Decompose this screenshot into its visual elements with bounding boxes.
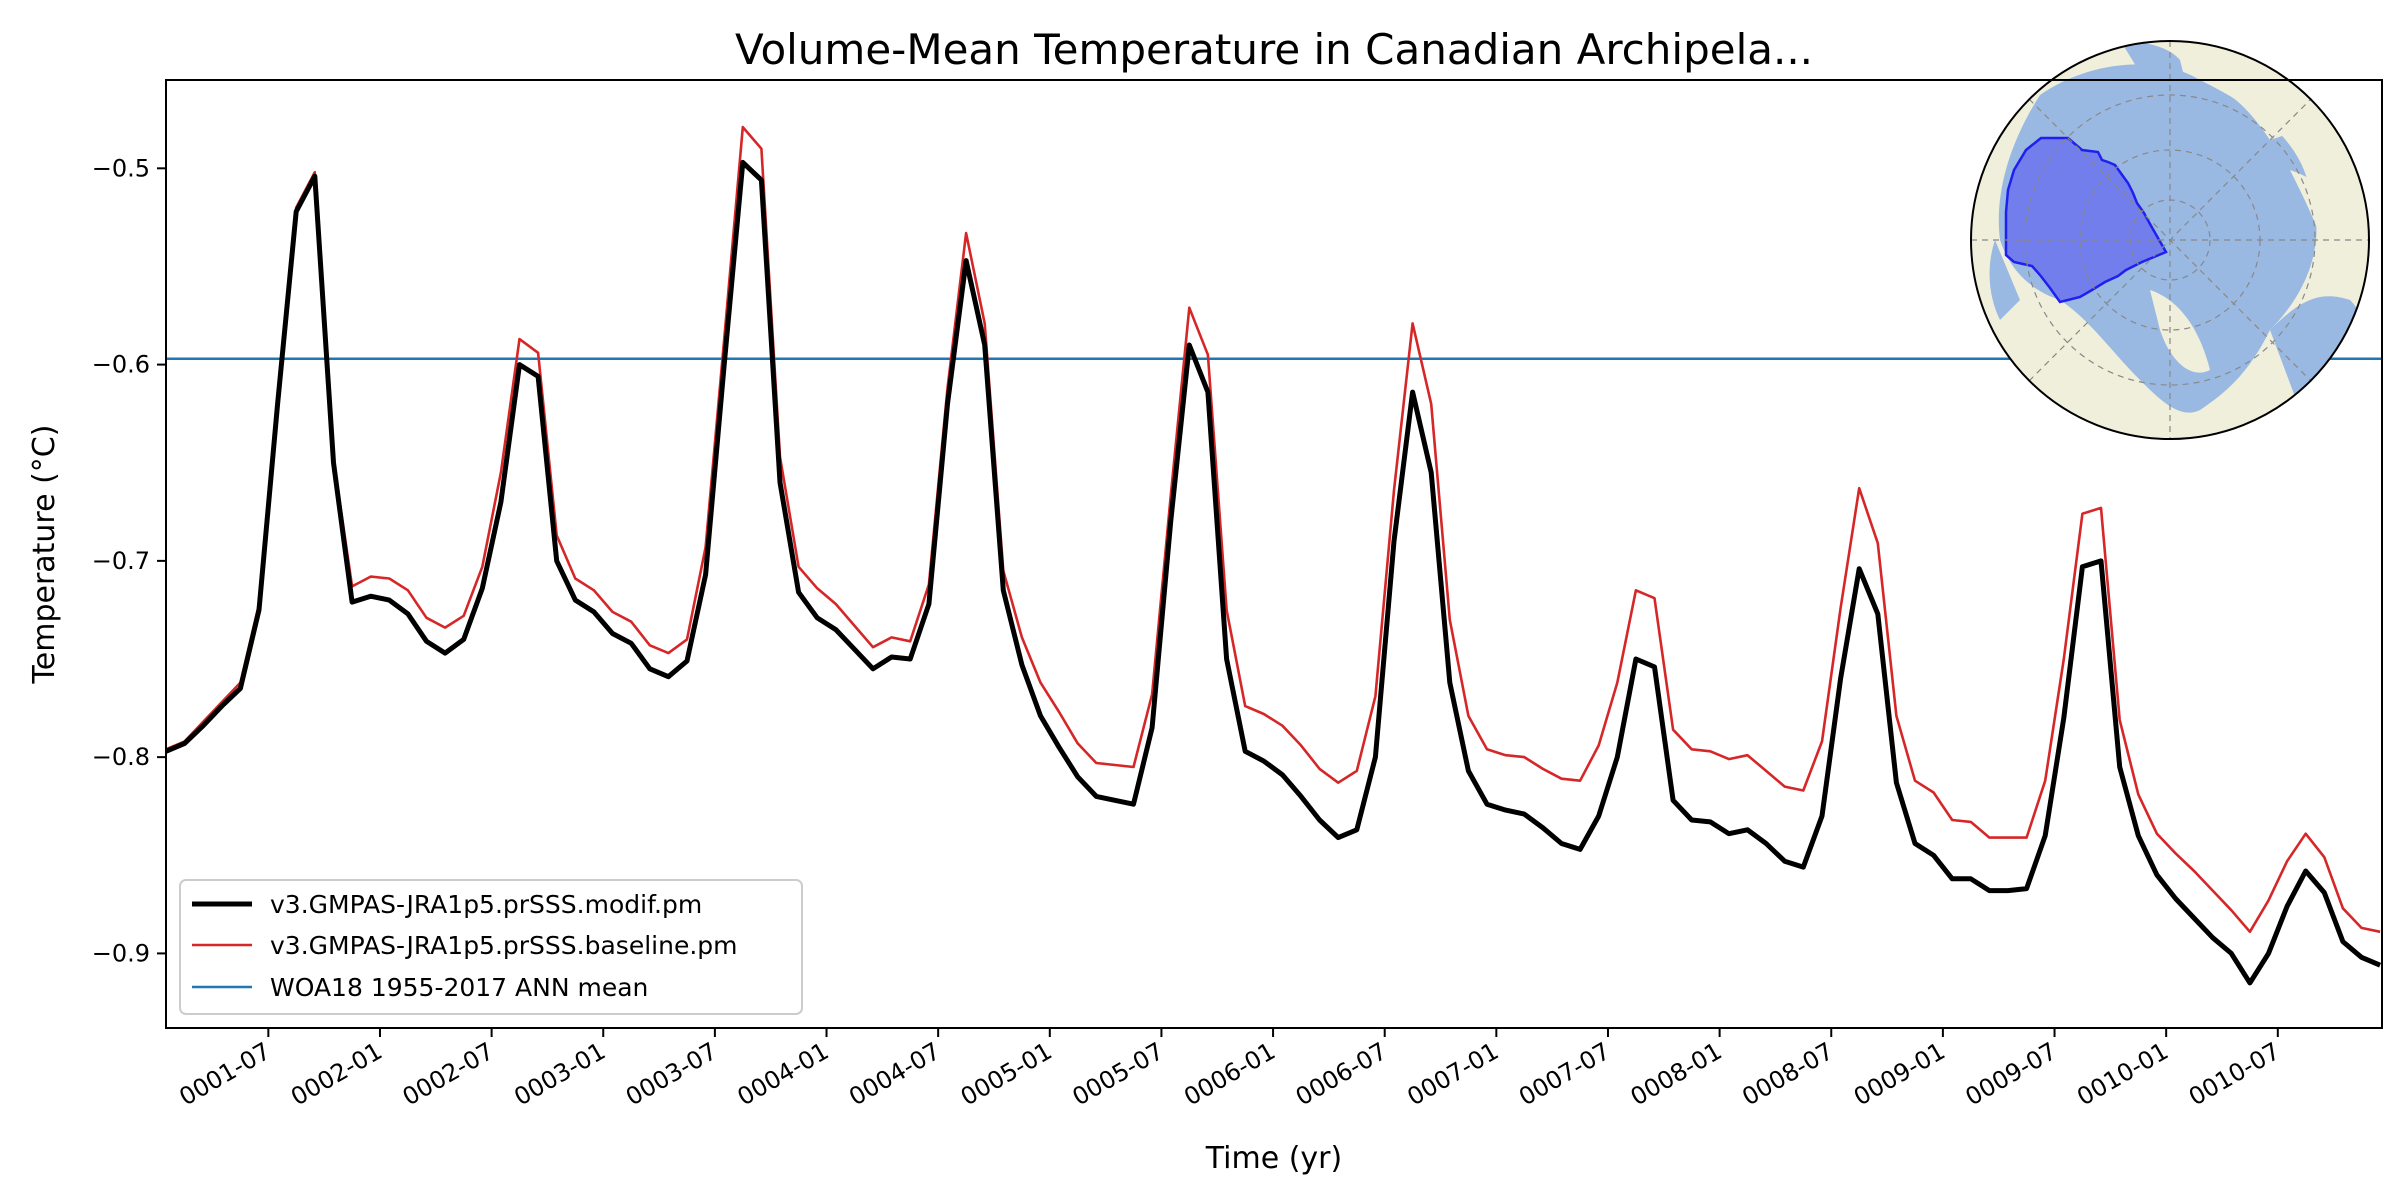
y-axis-label: Temperature (°C) xyxy=(27,425,62,685)
x-tick-label: 0004-07 xyxy=(844,1037,945,1111)
x-axis-label: Time (yr) xyxy=(1205,1141,1342,1176)
axes-frame xyxy=(165,79,2383,1029)
inset-arctic-map xyxy=(1970,40,2370,440)
x-tick-label: 0002-01 xyxy=(286,1037,387,1111)
x-tick-label: 0010-07 xyxy=(2184,1037,2285,1111)
chart-title: Volume-Mean Temperature in Canadian Arch… xyxy=(735,25,1813,74)
x-tick-label: 0008-01 xyxy=(1626,1037,1727,1111)
legend: v3.GMPAS-JRA1p5.prSSS.modif.pm v3.GMPAS-… xyxy=(179,879,803,1015)
x-tick-label: 0003-01 xyxy=(509,1037,610,1111)
x-tick-label: 0002-07 xyxy=(398,1037,499,1111)
series-line-baseline xyxy=(166,125,2381,934)
x-tick-label: 0005-07 xyxy=(1068,1037,1169,1111)
x-tick-label: 0005-01 xyxy=(956,1037,1057,1111)
y-tick-label: −0.7 xyxy=(92,547,150,575)
x-tick-label: 0010-01 xyxy=(2072,1037,2173,1111)
x-tick-label: 0009-07 xyxy=(1961,1037,2062,1111)
y-tick-label: −0.6 xyxy=(92,351,150,379)
x-tick-label: 0006-07 xyxy=(1291,1037,1392,1111)
x-tick-label: 0009-01 xyxy=(1849,1037,1950,1111)
x-tick-label: 0001-07 xyxy=(174,1037,275,1111)
series-line-modif xyxy=(166,159,2382,986)
y-tick-label: −0.8 xyxy=(92,743,150,771)
x-tick-label: 0007-01 xyxy=(1402,1037,1503,1111)
x-tick-label: 0008-07 xyxy=(1737,1037,1838,1111)
legend-label-baseline: v3.GMPAS-JRA1p5.prSSS.baseline.pm xyxy=(270,931,738,960)
y-tick-label: −0.5 xyxy=(92,154,150,182)
legend-label-modif: v3.GMPAS-JRA1p5.prSSS.modif.pm xyxy=(270,890,702,919)
x-tick-label: 0004-01 xyxy=(733,1037,834,1111)
y-tick-label: −0.9 xyxy=(92,939,150,967)
x-tick-label: 0006-01 xyxy=(1179,1037,1280,1111)
x-tick-label: 0003-07 xyxy=(621,1037,722,1111)
x-tick-label: 0007-07 xyxy=(1514,1037,1615,1111)
legend-label-woa18: WOA18 1955-2017 ANN mean xyxy=(270,973,648,1002)
